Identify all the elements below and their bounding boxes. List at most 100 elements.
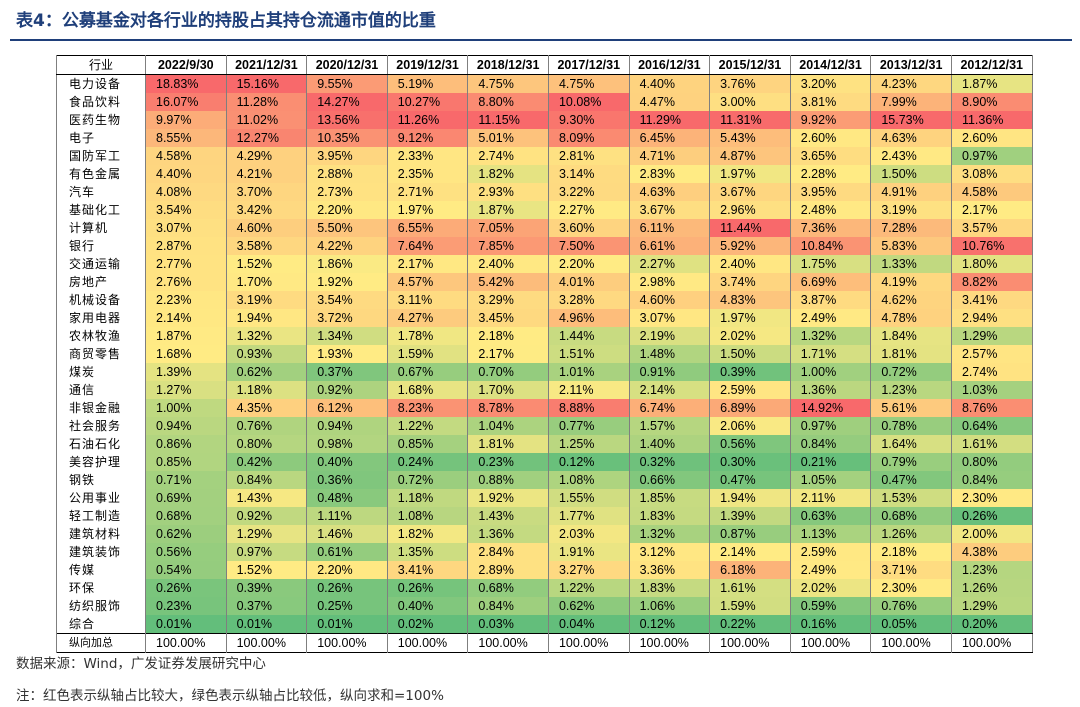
table-cell: 3.74% <box>709 273 791 291</box>
table-cell: 2.59% <box>789 543 871 561</box>
column-header: 2020/12/31 <box>306 55 388 75</box>
table-cell: 1.91% <box>547 543 630 561</box>
table-cell: 1.84% <box>870 327 952 345</box>
table-cell: 8.55% <box>145 129 227 147</box>
row-category: 建筑装饰 <box>56 543 146 561</box>
table-cell: 1.68% <box>386 381 468 399</box>
table-cell: 1.68% <box>145 345 227 363</box>
table-cell: 2.30% <box>870 579 952 597</box>
table-cell: 2.74% <box>467 147 549 165</box>
table-cell: 1.48% <box>628 345 710 363</box>
table-cell: 0.36% <box>306 471 388 489</box>
table-cell: 0.86% <box>145 435 227 453</box>
table-cell: 4.08% <box>145 183 227 201</box>
table-cell: 3.67% <box>709 183 791 201</box>
table-cell: 1.46% <box>306 525 388 543</box>
table-cell: 0.92% <box>225 507 307 525</box>
table-cell: 1.92% <box>467 489 549 507</box>
table-cell: 0.22% <box>709 615 791 634</box>
table-cell: 1.75% <box>789 255 871 273</box>
row-category: 计算机 <box>56 219 146 237</box>
table-cell: 4.19% <box>870 273 952 291</box>
table-cell: 0.37% <box>306 363 388 381</box>
table-row: 家用电器 2.14% 1.94% 3.72% 4.27% 3.45% 4.96% 3.07% 1… <box>56 309 1033 327</box>
table-cell: 0.63% <box>789 507 871 525</box>
column-header: 2015/12/31 <box>709 55 791 75</box>
table-cell: 2.43% <box>870 147 952 165</box>
table-cell: 3.54% <box>306 291 388 309</box>
table-cell: 0.97% <box>950 147 1033 165</box>
table-cell: 3.70% <box>225 183 307 201</box>
table-cell: 3.58% <box>225 237 307 255</box>
table-cell: 2.14% <box>628 381 710 399</box>
table-cell: 0.80% <box>950 453 1033 471</box>
table-cell: 3.54% <box>145 201 227 219</box>
table-row: 通信 1.27% 1.18% 0.92% 1.68% 1.70% 2.11% 2.14% 2.5… <box>56 381 1033 399</box>
table-cell: 1.23% <box>870 381 952 399</box>
table-row: 公用事业 0.69% 1.43% 0.48% 1.18% 1.92% 1.55% 1.85% 1… <box>56 489 1033 507</box>
table-cell: 0.20% <box>950 615 1033 634</box>
table-cell: 16.07% <box>145 93 227 111</box>
table-cell: 2.00% <box>950 525 1033 543</box>
table-cell: 0.64% <box>950 417 1033 435</box>
table-cell: 5.61% <box>870 399 952 417</box>
row-category: 电子 <box>56 129 146 147</box>
row-category: 通信 <box>56 381 146 399</box>
total-cell: 100.00% <box>386 633 468 653</box>
table-cell: 11.15% <box>467 111 549 129</box>
table-cell: 5.50% <box>306 219 388 237</box>
table-cell: 9.12% <box>386 129 468 147</box>
row-category: 交通运输 <box>56 255 146 273</box>
table-cell: 1.70% <box>467 381 549 399</box>
table-cell: 3.07% <box>145 219 227 237</box>
table-cell: 2.89% <box>467 561 549 579</box>
table-cell: 0.21% <box>789 453 871 471</box>
table-row: 食品饮料 16.07% 11.28% 14.27% 10.27% 8.80% 10.08% 4… <box>56 93 1033 111</box>
table-cell: 0.67% <box>386 363 468 381</box>
row-category: 农林牧渔 <box>56 327 146 345</box>
table-cell: 8.09% <box>547 129 630 147</box>
table-cell: 1.50% <box>870 165 952 183</box>
table-cell: 0.66% <box>628 471 710 489</box>
total-cell: 100.00% <box>547 633 630 653</box>
table-cell: 1.00% <box>145 399 227 417</box>
table-cell: 7.05% <box>467 219 549 237</box>
table-cell: 0.56% <box>709 435 791 453</box>
total-cell: 100.00% <box>709 633 791 653</box>
table-cell: 3.65% <box>789 147 871 165</box>
table-cell: 0.76% <box>225 417 307 435</box>
table-cell: 2.27% <box>547 201 630 219</box>
table-cell: 1.57% <box>628 417 710 435</box>
table-cell: 3.22% <box>547 183 630 201</box>
column-header: 2018/12/31 <box>467 55 549 75</box>
table-cell: 2.19% <box>628 327 710 345</box>
table-cell: 4.22% <box>306 237 388 255</box>
table-cell: 4.63% <box>870 129 952 147</box>
table-cell: 1.33% <box>870 255 952 273</box>
table-cell: 2.49% <box>789 561 871 579</box>
table-cell: 2.87% <box>145 237 227 255</box>
table-cell: 1.43% <box>225 489 307 507</box>
column-header: 2019/12/31 <box>386 55 468 75</box>
table-cell: 2.40% <box>467 255 549 273</box>
table-row: 农林牧渔 1.87% 1.32% 1.34% 1.78% 2.18% 1.44% 2.19% 2… <box>56 327 1033 345</box>
source-note: 数据来源：Wind，广发证券发展研究中心 <box>16 656 266 672</box>
row-category: 银行 <box>56 237 146 255</box>
table-cell: 3.57% <box>950 219 1033 237</box>
table-cell: 0.85% <box>145 453 227 471</box>
table-cell: 1.18% <box>225 381 307 399</box>
title-rule <box>10 39 1072 41</box>
table-cell: 11.29% <box>628 111 710 129</box>
table-cell: 1.97% <box>709 165 791 183</box>
table-cell: 3.76% <box>709 74 791 93</box>
table-cell: 3.27% <box>547 561 630 579</box>
table-cell: 0.85% <box>386 435 468 453</box>
table-row: 纺织服饰 0.23% 0.37% 0.25% 0.40% 0.84% 0.62% 1.06% 1… <box>56 597 1033 615</box>
table-cell: 2.81% <box>547 147 630 165</box>
total-label: 纵向加总 <box>56 633 146 653</box>
table-cell: 6.12% <box>306 399 388 417</box>
table-cell: 5.83% <box>870 237 952 255</box>
table-cell: 1.13% <box>789 525 871 543</box>
table-cell: 0.02% <box>386 615 468 634</box>
table-cell: 1.59% <box>386 345 468 363</box>
